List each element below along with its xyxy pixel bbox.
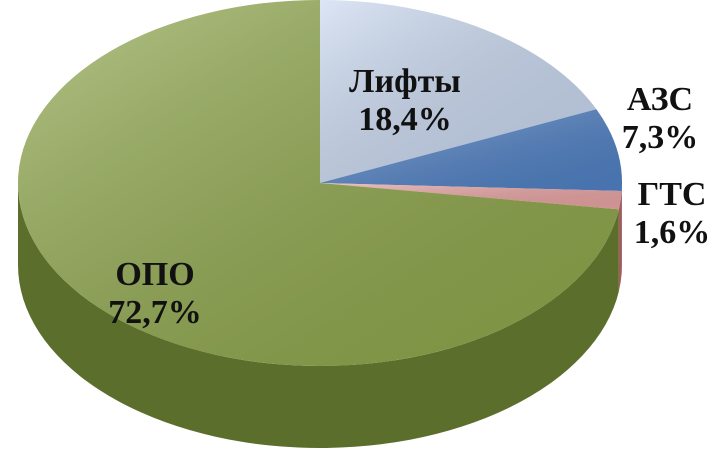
category-label: АЗС [627,81,693,118]
slice-shade [320,0,597,183]
pie-tops [18,0,622,367]
pie-side [618,191,622,292]
value-label: 72,7% [108,294,202,331]
slice-shade [320,109,622,192]
slice-label: ГТС 1,6% [634,176,711,251]
slice-shade [320,183,622,210]
labels: Лифты 18,4% АЗС 7,3% ГТС 1,6% ОПО 72,7% [108,63,710,331]
slice-label: ОПО 72,7% [108,256,202,331]
value-label: 18,4% [358,101,452,138]
category-label: Лифты [349,63,461,100]
slice-label: Лифты 18,4% [349,63,461,138]
pie-side [18,183,619,449]
value-label: 7,3% [622,119,699,156]
pie-sides [18,183,622,449]
category-label: ГТС [638,176,707,213]
value-label: 1,6% [634,214,711,251]
slice-label: АЗС 7,3% [622,81,699,156]
category-label: ОПО [115,256,194,293]
slice-shade [18,0,619,367]
